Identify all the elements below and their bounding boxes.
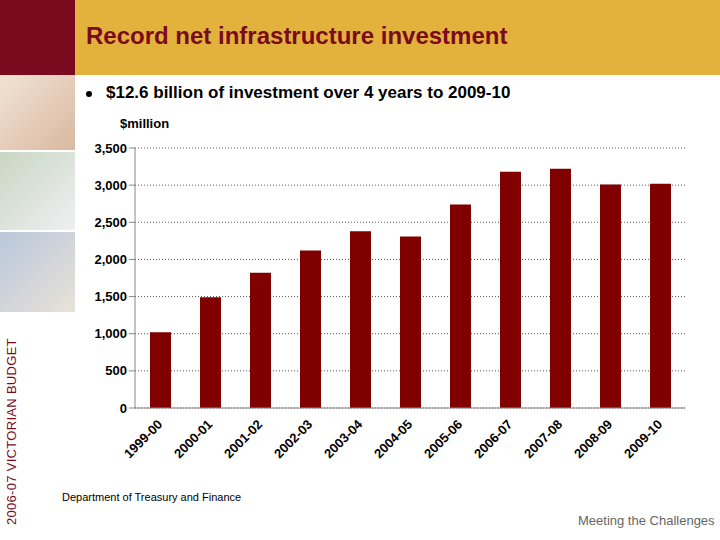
- svg-text:2005-06: 2005-06: [421, 417, 465, 461]
- svg-text:1,500: 1,500: [94, 289, 127, 304]
- svg-text:0: 0: [120, 401, 127, 416]
- html-text:2006-07 VICTORIAN BUDGET: 2006-07 VICTORIAN BUDGET: [4, 338, 19, 525]
- html-text:Meeting the Challenges: Meeting the Challenges: [578, 513, 715, 528]
- svg-text:2009-10: 2009-10: [621, 417, 665, 461]
- svg-text:3,000: 3,000: [94, 178, 127, 193]
- html-text:$12.6 billion of investment ov: $12.6 billion of investment over 4 years…: [106, 83, 511, 102]
- svg-text:2006-07: 2006-07: [471, 417, 515, 461]
- html-text:$million: $million: [120, 116, 170, 131]
- svg-text:2008-09: 2008-09: [571, 417, 615, 461]
- svg-text:1,000: 1,000: [94, 326, 127, 341]
- svg-text:2003-04: 2003-04: [321, 416, 366, 461]
- html-text:Record net infrastructure inve: Record net infrastructure investment: [86, 22, 508, 49]
- svg-text:3,500: 3,500: [94, 141, 127, 156]
- svg-text:2,000: 2,000: [94, 252, 127, 267]
- svg-text:2007-08: 2007-08: [521, 417, 565, 461]
- svg-text:2,500: 2,500: [94, 215, 127, 230]
- svg-text:2000-01: 2000-01: [171, 417, 215, 461]
- html-text:Department of Treasury and Fin: Department of Treasury and Finance: [62, 491, 242, 503]
- svg-text:2002-03: 2002-03: [271, 417, 315, 461]
- svg-text:2001-02: 2001-02: [221, 417, 265, 461]
- svg-text:1999-00: 1999-00: [121, 417, 165, 461]
- svg-text:500: 500: [105, 363, 127, 378]
- svg-text:2004-05: 2004-05: [371, 417, 415, 461]
